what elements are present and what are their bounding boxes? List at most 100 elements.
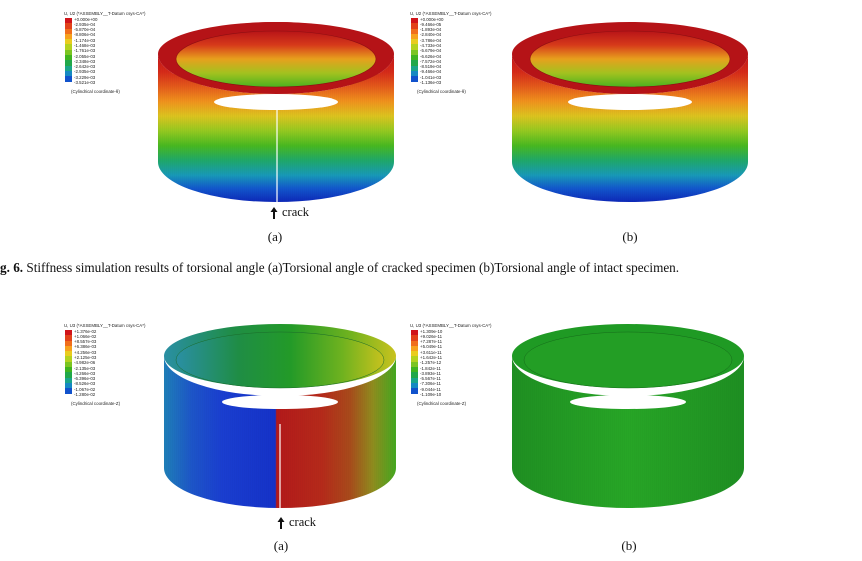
legend-swatch [65,361,72,368]
subfigure-label-a: (a) [267,229,283,244]
legend-swatch [65,60,72,66]
legend-swatch [411,39,418,45]
legend-value: -4.733e-04 [420,42,442,48]
legend-swatch [411,361,418,368]
legend-swatch [411,330,418,336]
legend-swatch [65,382,72,389]
crack-label: crack [289,515,317,529]
legend-values: +0.000e+00 -9.466e-05 -1.893e-04 -2.840e-04… [420,16,444,87]
legend-value: -9.466e-05 [420,21,442,27]
legend-swatch [411,340,418,346]
legend-value: -8.519e-04 [420,64,442,70]
legend-swatch [411,18,418,24]
crack-label: crack [282,205,310,219]
legend-swatch [65,330,72,336]
legend-value: -2.135e-03 [74,365,96,371]
legend-swatch [65,28,72,34]
legend-swatch [411,388,418,394]
legend-value: +0.000e+00 [74,16,98,22]
legend-swatch [65,70,72,77]
legend-swatch [411,33,418,40]
legend-fig6-a: U, U2 (*ASSEMBLY__T-Datum csys-CA*) +0.0… [62,11,152,94]
legend-color-scale [65,18,72,82]
legend-value: -5.870e-04 [74,27,96,33]
legend-value: -2.055e-03 [74,53,96,59]
legend-swatch [411,70,418,77]
legend-value: -1.761e-03 [74,48,96,54]
legend-value: -2.840e-04 [420,32,442,38]
legend-value: +8.557e-03 [74,339,97,345]
legend-value: -3.786e-04 [420,37,442,43]
legend-value: -2.642e-03 [74,64,96,70]
legend-values: +0.000e+00 -2.935e-04 -5.870e-04 -8.806e-04… [74,16,98,87]
legend-value: +7.287e-11 [420,339,443,345]
legend-swatch [411,377,418,383]
legend-swatch [411,372,418,378]
legend-swatch [65,18,72,24]
legend-swatch [65,345,72,352]
legend-title: U, U3 (*ASSEMBLY__T-Datum csys-CA*) [410,323,492,328]
legend-swatch [411,367,418,373]
legend-value: -9.466e-04 [420,69,442,75]
legend-value: +1.376e-02 [74,328,97,334]
legend-swatch [65,356,72,362]
legend-swatch [65,39,72,45]
legend-swatch [411,76,418,82]
legend-value: -1.893e-04 [420,27,442,33]
caption-text: Stiffness simulation results of torsiona… [26,260,680,275]
legend-coordinate-label: (Cylindrical coordinate-Z) [71,401,121,406]
legend-swatch [411,335,418,341]
legend-values: +1.309e-10 +9.026e-11 +7.287e-11 +5.049e-11… [420,328,443,399]
legend-value: -1.067e-02 [74,386,96,392]
legend-value: -1.842e-11 [420,365,441,371]
figure-caption: g. 6. Stiffness simulation results of to… [0,260,679,276]
legend-swatch [65,55,72,61]
legend-value: +1.309e-10 [420,328,443,334]
legend-swatch [411,60,418,66]
legend-value: +4.256e-03 [74,349,97,355]
legend-value: -1.136e-03 [420,80,442,86]
legend-value: +1.066e-02 [74,333,97,339]
legend-swatch [65,65,72,71]
legend-swatch [65,33,72,40]
arrow-up-icon [270,207,278,219]
cylinder-fig7-b [512,324,744,508]
legend-value: -1.257e-12 [420,360,442,366]
legend-value: -1.280e-02 [74,392,96,398]
legend-value: +5.049e-11 [420,344,443,350]
legend-swatch [65,377,72,383]
legend-value: -8.526e-03 [74,381,96,387]
cylinder-fig6-a [158,22,394,202]
caption-label: g. 6. [0,260,24,275]
legend-value: -3.521e-03 [74,80,96,86]
legend-value: +3.611e-11 [420,349,442,355]
legend-swatch [65,388,72,394]
legend-value: +6.386e-03 [74,344,97,350]
legend-swatch [411,23,418,29]
legend-value: -5.567e-11 [420,376,441,382]
cylinder-fig7-a [164,324,396,508]
legend-swatch [65,351,72,357]
legend-swatch [65,49,72,56]
cylinder-fig6-b [512,22,748,202]
legend-swatch [411,55,418,61]
legend-value: -2.348e-03 [74,58,96,64]
legend-fig6-b: U, U2 (*ASSEMBLY__T-Datum csys-CA*) +0.0… [408,11,498,94]
legend-swatch [65,76,72,82]
legend-value: -4.982e-06 [74,360,96,366]
subfigure-label-b: (b) [621,538,637,553]
legend-value: -8.806e-04 [74,32,96,38]
subfigure-label-a: (a) [273,538,289,553]
legend-swatch [65,44,72,50]
legend-value: +2.125e-03 [74,354,97,360]
legend-swatch [65,340,72,346]
legend-color-scale [411,18,418,82]
legend-coordinate-label: (Cylindrical coordinate-θ) [417,89,466,94]
arrow-up-icon [277,517,285,529]
legend-value: +0.000e+00 [420,16,444,22]
legend-value: -1.174e-03 [74,37,96,43]
legend-swatch [65,335,72,341]
legend-values: +1.376e-02 +1.066e-02 +8.557e-03 +6.386e-03… [74,328,97,399]
legend-fig7-a: U, U3 (*ASSEMBLY__T-Datum csys-CA*) +1.3… [62,323,152,406]
legend-title: U, U2 (*ASSEMBLY__T-Datum csys-CA*) [64,11,146,16]
